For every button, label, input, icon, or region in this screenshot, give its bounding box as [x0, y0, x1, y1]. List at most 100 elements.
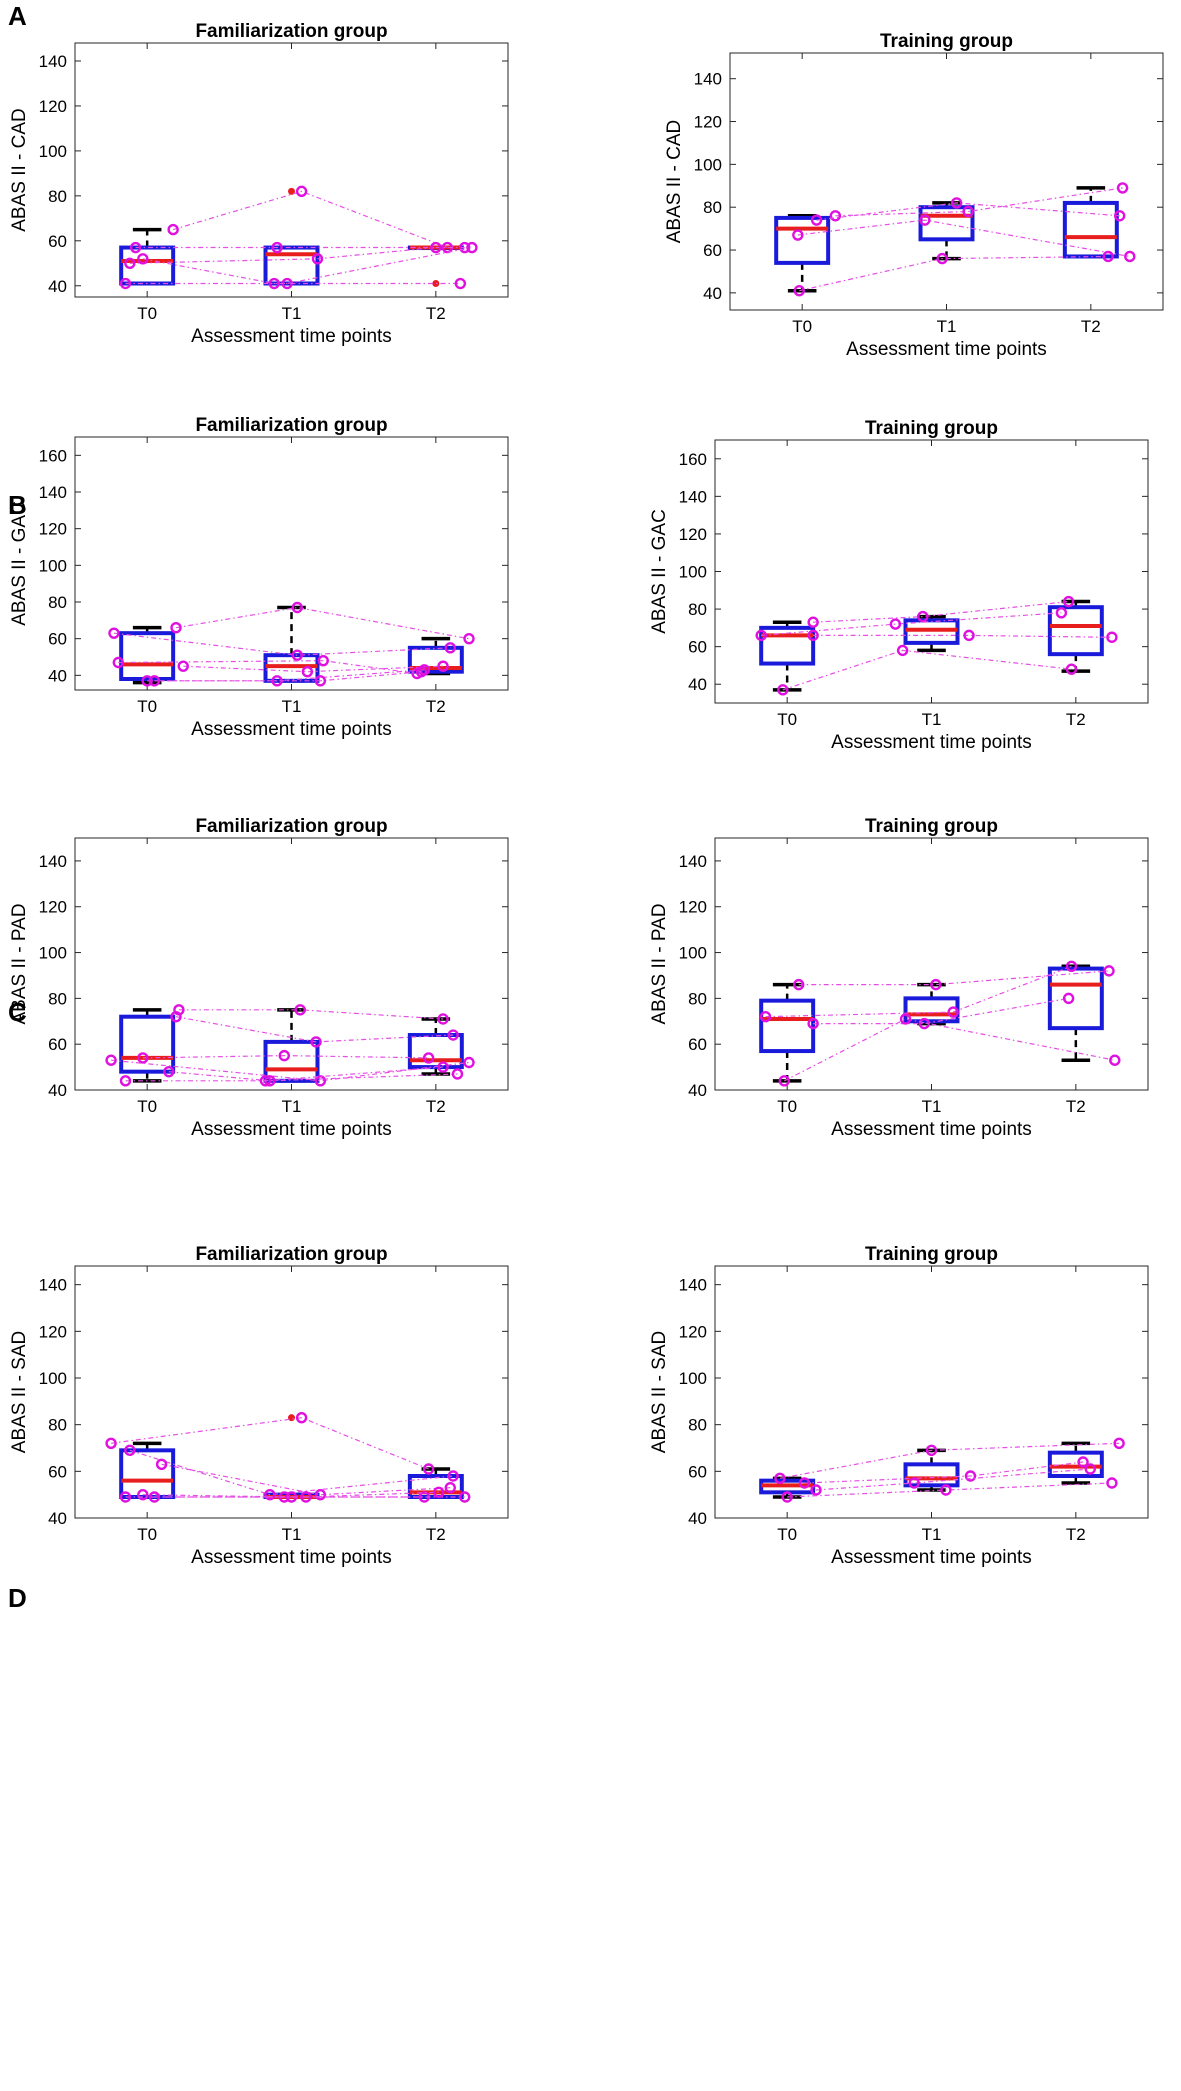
subject-line: [787, 1482, 1112, 1498]
subject-point: [314, 1075, 327, 1087]
plot-frame: [74, 42, 509, 298]
subject-point: [463, 1056, 475, 1069]
subject-point: [301, 665, 314, 678]
subject-point: [430, 241, 442, 254]
subject-line: [175, 1016, 454, 1043]
box-iqr: [759, 998, 816, 1054]
y-axis-label: ABAS II - GAC: [9, 501, 30, 626]
box-iqr: [119, 1014, 176, 1074]
outlier-point: [432, 280, 440, 288]
subject-point: [936, 252, 948, 265]
y-tick-label: 100: [694, 155, 722, 174]
y-tick-label: 80: [688, 989, 707, 1008]
subject-point: [295, 185, 308, 198]
y-axis-label: ABAS II - CAD: [9, 108, 30, 232]
subject-trajectory: [155, 1458, 456, 1501]
box-iqr: [119, 631, 176, 682]
subject-line: [779, 1442, 1120, 1479]
subject-trajectory: [105, 1054, 475, 1087]
panel-letter-b: B: [8, 490, 27, 520]
subject-line: [172, 190, 448, 249]
subject-line: [125, 246, 473, 285]
y-tick-label: 80: [48, 1416, 67, 1435]
subject-point: [798, 1477, 811, 1489]
subject-point: [1062, 992, 1075, 1005]
subject-line: [178, 1009, 444, 1020]
subject-point: [896, 644, 909, 657]
subject-point: [930, 978, 942, 991]
subject-point: [433, 1486, 445, 1499]
subject-trajectory: [148, 1486, 445, 1503]
y-tick-label: 40: [688, 675, 707, 694]
y-tick-label: 140: [679, 1276, 707, 1295]
subject-line: [154, 671, 422, 682]
subject-trajectory: [170, 1010, 459, 1048]
subject-point: [291, 601, 303, 614]
y-tick-label: 60: [48, 630, 67, 649]
y-tick-label: 80: [688, 1416, 707, 1435]
subject-point: [1055, 607, 1068, 619]
box-iqr: [1047, 1450, 1104, 1478]
subject-point: [1106, 1477, 1118, 1489]
subject-point: [124, 257, 136, 269]
x-tick-label: T1: [922, 1097, 942, 1116]
subject-trajectory: [129, 241, 471, 254]
y-tick-label: 120: [39, 1322, 67, 1341]
subject-line: [142, 258, 461, 285]
subject-point: [447, 1470, 459, 1482]
subject-line: [125, 1066, 444, 1082]
subject-point: [112, 656, 125, 669]
subject-trajectory: [798, 1456, 1089, 1489]
subject-point: [314, 1488, 327, 1501]
x-tick-label: T0: [137, 304, 157, 323]
subject-line: [797, 219, 1130, 258]
subject-point: [963, 629, 975, 642]
subject-point: [167, 223, 179, 236]
subject-trajectory: [777, 644, 1078, 696]
y-axis-label: ABAS II - GAC: [649, 509, 670, 634]
box-T0: [119, 625, 176, 685]
chart-title: Training group: [865, 418, 998, 439]
chart-title: Training group: [865, 816, 998, 837]
subject-point: [177, 660, 189, 672]
subject-line: [129, 246, 436, 264]
subject-point: [170, 1010, 182, 1023]
y-tick-label: 100: [679, 563, 707, 582]
subject-point: [1113, 1437, 1125, 1450]
subject-point: [1062, 595, 1075, 608]
chart-title: Familiarization group: [195, 816, 387, 837]
x-tick-label: T0: [777, 1097, 797, 1116]
y-tick-label: 120: [679, 898, 707, 917]
subject-point: [908, 1477, 920, 1489]
subject-trajectory: [124, 241, 442, 269]
y-axis-label: ABAS II - SAD: [9, 1331, 30, 1453]
x-tick-label: T2: [1066, 1097, 1086, 1116]
x-tick-label: T0: [792, 317, 812, 336]
subject-line: [798, 970, 1110, 986]
subject-point: [1065, 663, 1078, 675]
subject-trajectory: [807, 629, 1118, 643]
panel-letter-a: A: [8, 1, 27, 31]
y-tick-label: 140: [39, 852, 67, 871]
y-axis-label: ABAS II - PAD: [9, 903, 30, 1024]
subject-point: [807, 629, 819, 642]
chart-d-left: Familiarization group Assessment time poi…: [9, 1244, 509, 1568]
x-tick-label: T1: [282, 697, 302, 716]
subject-line: [161, 1463, 451, 1496]
subject-line: [129, 1449, 454, 1496]
subject-point: [271, 241, 283, 254]
plot-frame: [74, 837, 509, 1091]
y-tick-label: 40: [48, 277, 67, 296]
subject-point: [295, 1411, 308, 1424]
y-tick-label: 40: [48, 1509, 67, 1528]
subject-point: [105, 1437, 117, 1450]
chart-d-right: Training group Assessment time points ABAS…: [649, 1244, 1149, 1568]
subject-point: [807, 1017, 819, 1030]
subject-point: [793, 285, 805, 297]
x-axis-label: Assessment time points: [191, 1119, 392, 1140]
subject-point: [1084, 1463, 1096, 1475]
y-tick-label: 120: [39, 520, 67, 539]
subject-trajectory: [778, 1013, 1121, 1087]
x-tick-label: T2: [426, 1525, 446, 1544]
chart-title: Familiarization group: [195, 1244, 387, 1265]
